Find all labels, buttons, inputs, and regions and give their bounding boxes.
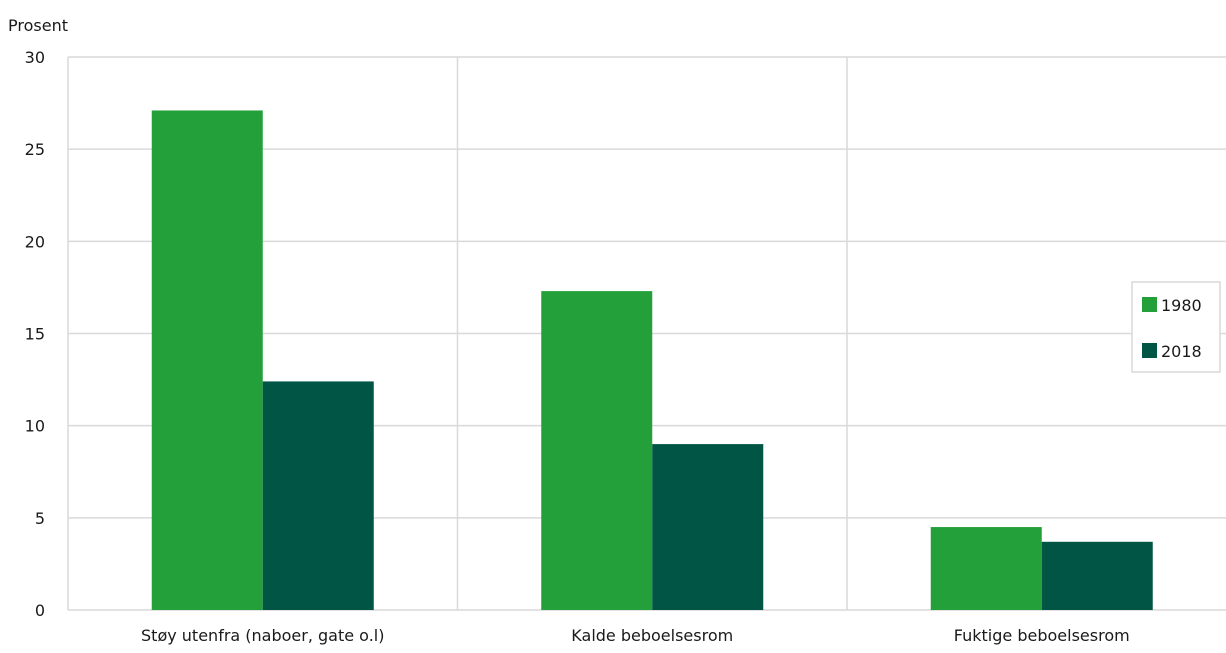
x-category-label: Fuktige beboelsesrom bbox=[954, 626, 1130, 645]
legend-swatch-2018 bbox=[1142, 343, 1157, 358]
legend: 1980 2018 bbox=[1131, 281, 1221, 373]
bar-1980 bbox=[151, 110, 263, 610]
y-axis-ticks: 0 5 10 15 20 25 30 bbox=[25, 48, 45, 620]
bar-1980 bbox=[541, 291, 653, 610]
bar-2018 bbox=[262, 381, 374, 610]
bar-2018 bbox=[652, 444, 764, 610]
x-axis-labels: Støy utenfra (naboer, gate o.l) Kalde beb… bbox=[141, 626, 1130, 645]
bars bbox=[151, 110, 1153, 610]
y-axis-label: Prosent bbox=[8, 16, 68, 35]
y-tick-label: 30 bbox=[25, 48, 45, 67]
legend-label-2018: 2018 bbox=[1161, 342, 1202, 361]
bar-2018 bbox=[1041, 541, 1153, 610]
legend-label-1980: 1980 bbox=[1161, 296, 1202, 315]
y-tick-label: 0 bbox=[35, 601, 45, 620]
y-tick-label: 10 bbox=[25, 417, 45, 436]
x-category-label: Kalde beboelsesrom bbox=[571, 626, 733, 645]
y-tick-label: 25 bbox=[25, 140, 45, 159]
bar-1980 bbox=[930, 527, 1042, 610]
x-category-label: Støy utenfra (naboer, gate o.l) bbox=[141, 626, 384, 645]
y-tick-label: 15 bbox=[25, 325, 45, 344]
legend-swatch-1980 bbox=[1142, 297, 1157, 312]
y-tick-label: 5 bbox=[35, 509, 45, 528]
y-tick-label: 20 bbox=[25, 232, 45, 251]
